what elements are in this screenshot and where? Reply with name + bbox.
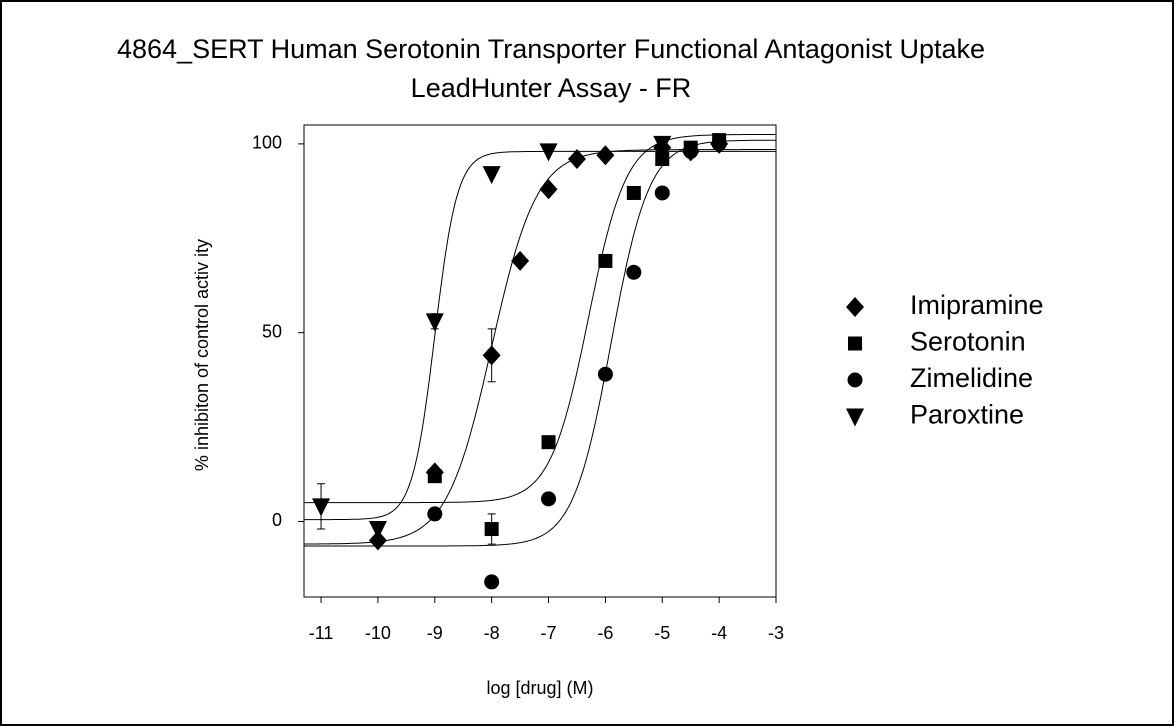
x-tick-label: -10 <box>365 623 391 643</box>
data-point <box>368 530 387 551</box>
data-point <box>653 135 672 154</box>
y-tick-label: 50 <box>262 321 282 341</box>
legend-label: Paroxtine <box>910 400 1024 430</box>
data-point <box>484 574 500 590</box>
data-point <box>597 366 613 382</box>
data-point <box>539 143 558 162</box>
data-point <box>655 151 670 166</box>
x-tick-label: -6 <box>597 623 613 643</box>
x-tick-label: -7 <box>541 623 557 643</box>
chart-title: LeadHunter Assay - FR <box>411 73 692 103</box>
data-point <box>425 313 444 332</box>
legend-marker <box>847 372 863 388</box>
x-tick-label: -8 <box>484 623 500 643</box>
data-point <box>654 185 670 201</box>
legend-marker <box>846 297 864 317</box>
y-tick-label: 100 <box>252 133 282 153</box>
legend-label: Imipramine <box>910 290 1044 320</box>
fit-curve <box>304 150 776 521</box>
x-axis-label: log [drug] (M) <box>486 678 593 698</box>
data-point <box>539 179 558 200</box>
legend-label: Serotonin <box>910 327 1026 357</box>
chart-title: 4864_SERT Human Serotonin Transporter Fu… <box>117 34 985 64</box>
x-tick-label: -3 <box>768 623 784 643</box>
data-point <box>567 148 586 169</box>
legend-marker <box>848 336 862 351</box>
x-tick-label: -9 <box>427 623 443 643</box>
x-tick-label: -5 <box>654 623 670 643</box>
data-point <box>626 264 642 280</box>
legend-marker <box>846 408 864 427</box>
data-point <box>482 166 501 185</box>
x-tick-label: -11 <box>309 623 334 643</box>
data-point <box>626 185 641 200</box>
data-point <box>596 145 615 166</box>
data-point <box>711 136 727 152</box>
data-point <box>312 498 331 517</box>
data-point <box>427 469 442 484</box>
data-point <box>484 522 499 537</box>
data-point <box>598 253 613 268</box>
y-tick-label: 0 <box>272 510 282 530</box>
data-point <box>368 521 387 540</box>
data-point <box>427 506 443 522</box>
data-point <box>482 345 501 366</box>
data-point <box>511 250 530 271</box>
y-axis-label: % inhibiton of control activ ity <box>192 239 212 471</box>
fit-curve <box>304 134 776 504</box>
fit-curve <box>304 139 776 547</box>
x-tick-label: -4 <box>711 623 727 643</box>
data-point <box>541 491 557 507</box>
legend-label: Zimelidine <box>910 363 1033 393</box>
data-point <box>541 435 556 450</box>
plot-area <box>303 124 777 598</box>
